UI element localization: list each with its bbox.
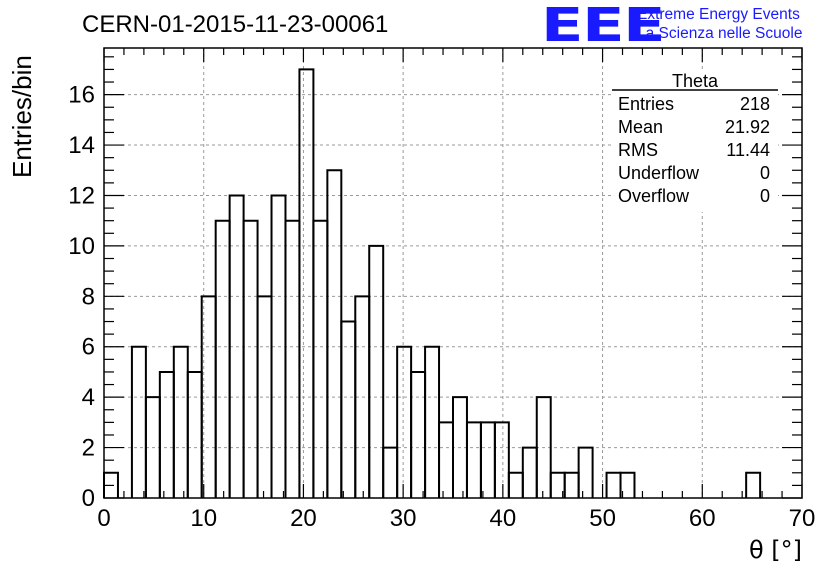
histogram-bar <box>619 471 636 498</box>
histogram-bar <box>396 345 413 498</box>
chart-title: CERN-01-2015-11-23-00061 <box>82 11 388 38</box>
x-tick-label: 30 <box>390 505 417 532</box>
stats-row-value: 0 <box>760 186 770 206</box>
histogram-bar <box>158 370 175 498</box>
histogram-bar <box>577 446 594 498</box>
histogram-bar <box>535 396 552 498</box>
histogram-bar <box>382 446 399 498</box>
histogram-bar <box>326 169 343 498</box>
x-tick-label: 0 <box>97 505 110 532</box>
histogram-bar <box>493 421 510 498</box>
stats-row-value: 0 <box>760 163 770 183</box>
stats-row-value: 21.92 <box>725 117 770 137</box>
histogram-bar <box>256 295 273 498</box>
x-tick-label: 40 <box>490 505 517 532</box>
axes-frame <box>103 47 803 499</box>
y-tick-label: 4 <box>82 384 95 411</box>
stats-box-background <box>612 72 778 212</box>
logo-line-2: La Scienza nelle Scuole <box>637 25 803 42</box>
histogram-bar <box>186 370 203 498</box>
stats-row-label: Entries <box>618 94 674 114</box>
y-tick-label: 14 <box>68 132 95 159</box>
histogram-bar <box>130 345 147 498</box>
histogram-bar <box>214 219 231 498</box>
y-tick-label: 8 <box>82 283 95 310</box>
y-tick-label: 10 <box>68 233 95 260</box>
y-tick-label: 6 <box>82 334 95 361</box>
x-tick-label: 50 <box>589 505 616 532</box>
histogram-bar <box>172 345 189 498</box>
x-axis-label: θ [°] <box>749 536 802 564</box>
stats-box: Theta Entries 218 Mean 21.92 RMS 11.44 Underflo… <box>612 71 778 212</box>
histogram-bar <box>424 345 441 498</box>
stats-row-value: 11.44 <box>726 140 770 160</box>
stats-row-label: Underflow <box>618 163 700 183</box>
stats-row-label: Mean <box>618 117 663 137</box>
y-axis-label: Entries/bin <box>7 55 37 178</box>
logo-line-1: Extreme Energy Events <box>637 6 800 23</box>
eee-logo: EEE <box>541 0 666 52</box>
histogram-bar <box>563 471 580 498</box>
histogram-bar <box>242 219 259 498</box>
axis-ticks: 0 10 20 30 40 50 60 70 0 2 4 6 8 10 12 14 16 <box>68 48 815 532</box>
histogram-bar <box>368 244 385 498</box>
histogram-bar <box>312 219 329 498</box>
histogram-bar <box>479 421 496 498</box>
histogram-bars <box>103 68 762 498</box>
histogram-bar <box>410 370 427 498</box>
x-tick-label: 70 <box>789 505 816 532</box>
histogram-bar <box>745 471 762 498</box>
stats-box-title: Theta <box>672 71 719 91</box>
stats-row-value: 218 <box>740 94 770 114</box>
y-tick-label: 0 <box>82 485 95 512</box>
histogram-bar <box>298 68 315 498</box>
y-tick-label: 16 <box>68 82 95 109</box>
histogram-bar <box>465 421 482 498</box>
plot-frame <box>103 47 803 499</box>
y-tick-label: 2 <box>82 435 95 462</box>
x-tick-label: 10 <box>190 505 217 532</box>
y-tick-label: 12 <box>68 182 95 209</box>
stats-row-label: Overflow <box>618 186 690 206</box>
histogram-bar <box>340 320 357 498</box>
histogram-bar <box>507 471 524 498</box>
x-tick-label: 60 <box>689 505 716 532</box>
stats-row-label: RMS <box>618 140 658 160</box>
histogram-bar <box>438 421 454 498</box>
histogram-bar <box>284 219 301 498</box>
histogram-bar <box>605 471 622 498</box>
x-tick-label: 20 <box>290 505 317 532</box>
histogram-bar <box>521 446 538 498</box>
